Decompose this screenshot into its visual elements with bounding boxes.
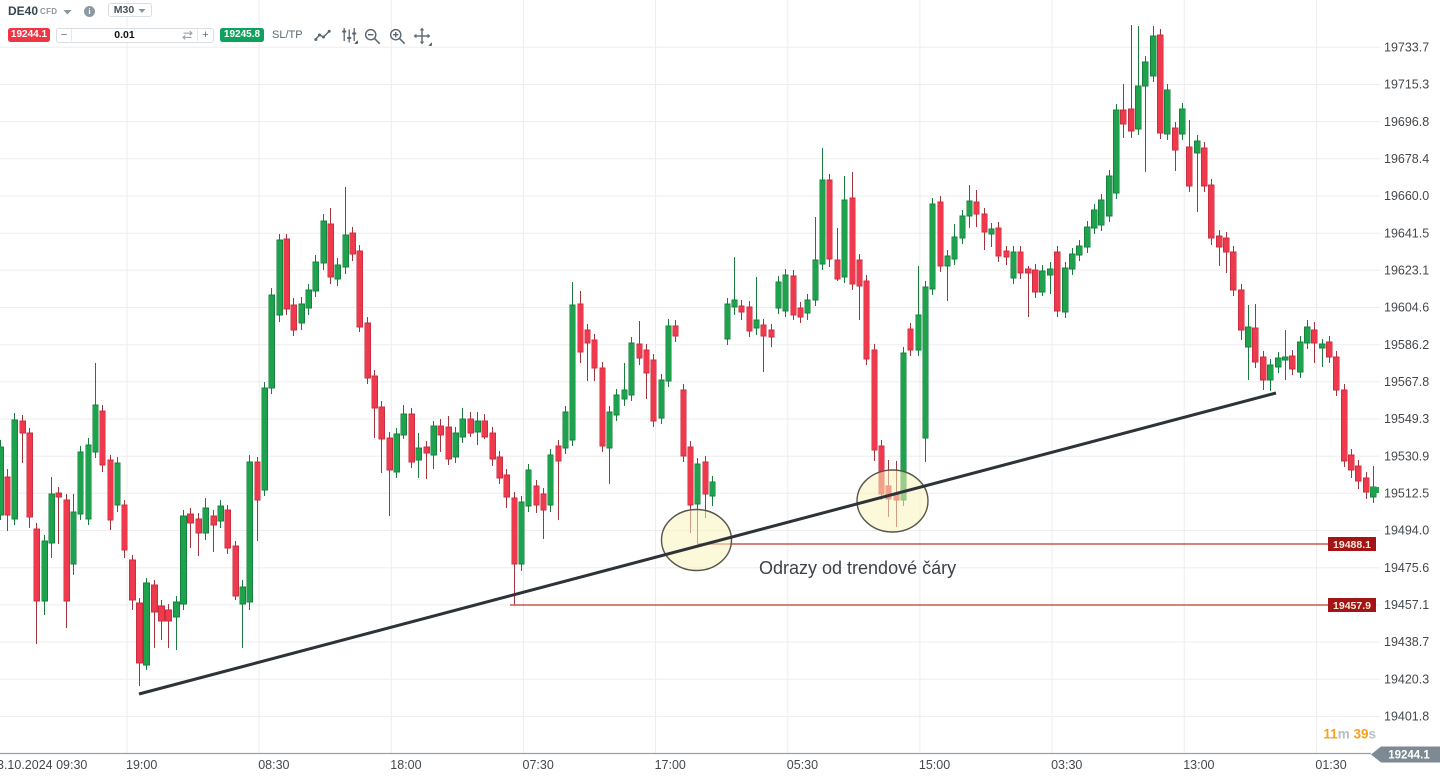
svg-text:08:30: 08:30	[258, 758, 289, 772]
svg-text:19549.3: 19549.3	[1384, 412, 1429, 426]
svg-text:19438.7: 19438.7	[1384, 635, 1429, 649]
svg-text:19567.8: 19567.8	[1384, 375, 1429, 389]
svg-text:19457.9: 19457.9	[1333, 600, 1371, 612]
svg-text:05:30: 05:30	[787, 758, 818, 772]
svg-text:19420.3: 19420.3	[1384, 672, 1429, 686]
svg-text:19604.6: 19604.6	[1384, 301, 1429, 315]
svg-text:19488.1: 19488.1	[1333, 539, 1371, 551]
svg-text:19530.9: 19530.9	[1384, 449, 1429, 463]
svg-text:19457.1: 19457.1	[1384, 598, 1429, 612]
svg-text:01:30: 01:30	[1315, 758, 1346, 772]
svg-text:Odrazy od trendové čáry: Odrazy od trendové čáry	[759, 558, 956, 578]
svg-text:19494.0: 19494.0	[1384, 524, 1429, 538]
svg-text:19401.8: 19401.8	[1384, 710, 1429, 724]
svg-text:19641.5: 19641.5	[1384, 226, 1429, 240]
svg-text:17:00: 17:00	[655, 758, 686, 772]
svg-text:19733.7: 19733.7	[1384, 41, 1429, 55]
svg-text:07:30: 07:30	[523, 758, 554, 772]
svg-text:19678.4: 19678.4	[1384, 152, 1429, 166]
svg-text:19:00: 19:00	[126, 758, 157, 772]
svg-text:19696.8: 19696.8	[1384, 115, 1429, 129]
svg-text:18:00: 18:00	[390, 758, 421, 772]
svg-text:19715.3: 19715.3	[1384, 78, 1429, 92]
svg-text:3.10.2024 09:30: 3.10.2024 09:30	[0, 758, 87, 772]
svg-text:19475.6: 19475.6	[1384, 561, 1429, 575]
svg-text:03:30: 03:30	[1051, 758, 1082, 772]
svg-text:19512.5: 19512.5	[1384, 487, 1429, 501]
svg-text:19244.1: 19244.1	[1388, 750, 1430, 762]
svg-text:13:00: 13:00	[1183, 758, 1214, 772]
svg-text:19660.0: 19660.0	[1384, 189, 1429, 203]
svg-text:11m 39s: 11m 39s	[1323, 727, 1376, 742]
svg-text:19623.1: 19623.1	[1384, 264, 1429, 278]
svg-text:15:00: 15:00	[919, 758, 950, 772]
svg-text:19586.2: 19586.2	[1384, 338, 1429, 352]
